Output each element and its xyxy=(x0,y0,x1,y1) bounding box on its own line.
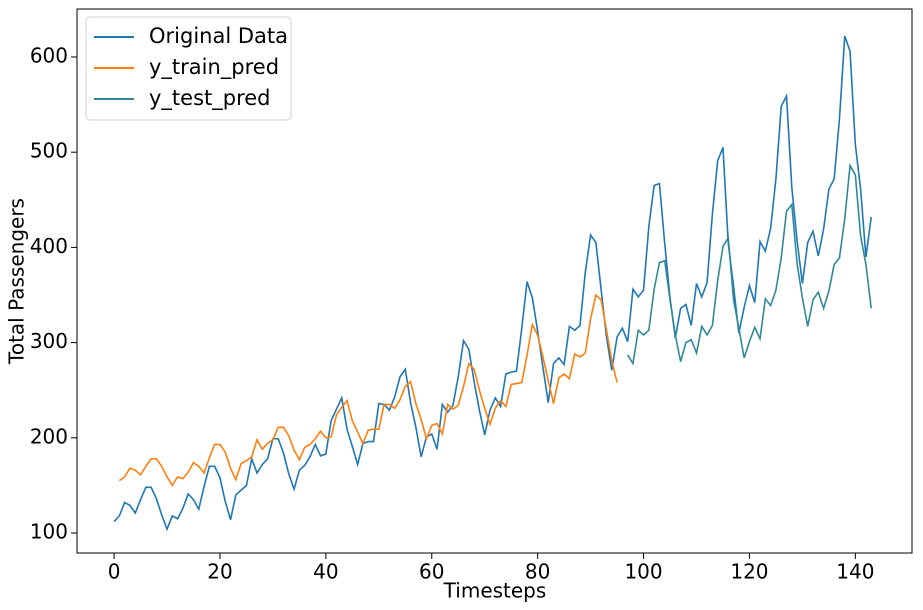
x-tick-label: 120 xyxy=(730,560,768,584)
legend-label: Original Data xyxy=(149,24,288,48)
y-tick-label: 500 xyxy=(30,139,68,163)
legend-label: y_test_pred xyxy=(149,86,271,111)
x-tick-label: 60 xyxy=(419,560,444,584)
x-tick-label: 40 xyxy=(313,560,338,584)
y-tick-label: 600 xyxy=(30,43,68,67)
legend: Original Data y_train_pred y_test_pred xyxy=(85,16,292,121)
legend-box xyxy=(85,16,292,121)
y-tick-label: 100 xyxy=(30,520,68,544)
y-tick-label: 300 xyxy=(30,329,68,353)
data-line xyxy=(626,162,873,366)
x-tick-label: 100 xyxy=(624,560,662,584)
legend-label: y_train_pred xyxy=(149,55,279,80)
plot-frame xyxy=(76,8,913,554)
y-tick-label: 200 xyxy=(30,424,68,448)
data-line xyxy=(118,293,618,487)
x-tick-label: 140 xyxy=(836,560,874,584)
x-tick-label: 20 xyxy=(207,560,232,584)
x-tick-label: 80 xyxy=(525,560,550,584)
x-axis-label: Timesteps xyxy=(443,579,547,603)
y-axis-label: Total Passengers xyxy=(5,198,29,365)
x-tick-label: 0 xyxy=(108,560,121,584)
y-tick-label: 400 xyxy=(30,234,68,258)
data-line xyxy=(113,35,873,532)
